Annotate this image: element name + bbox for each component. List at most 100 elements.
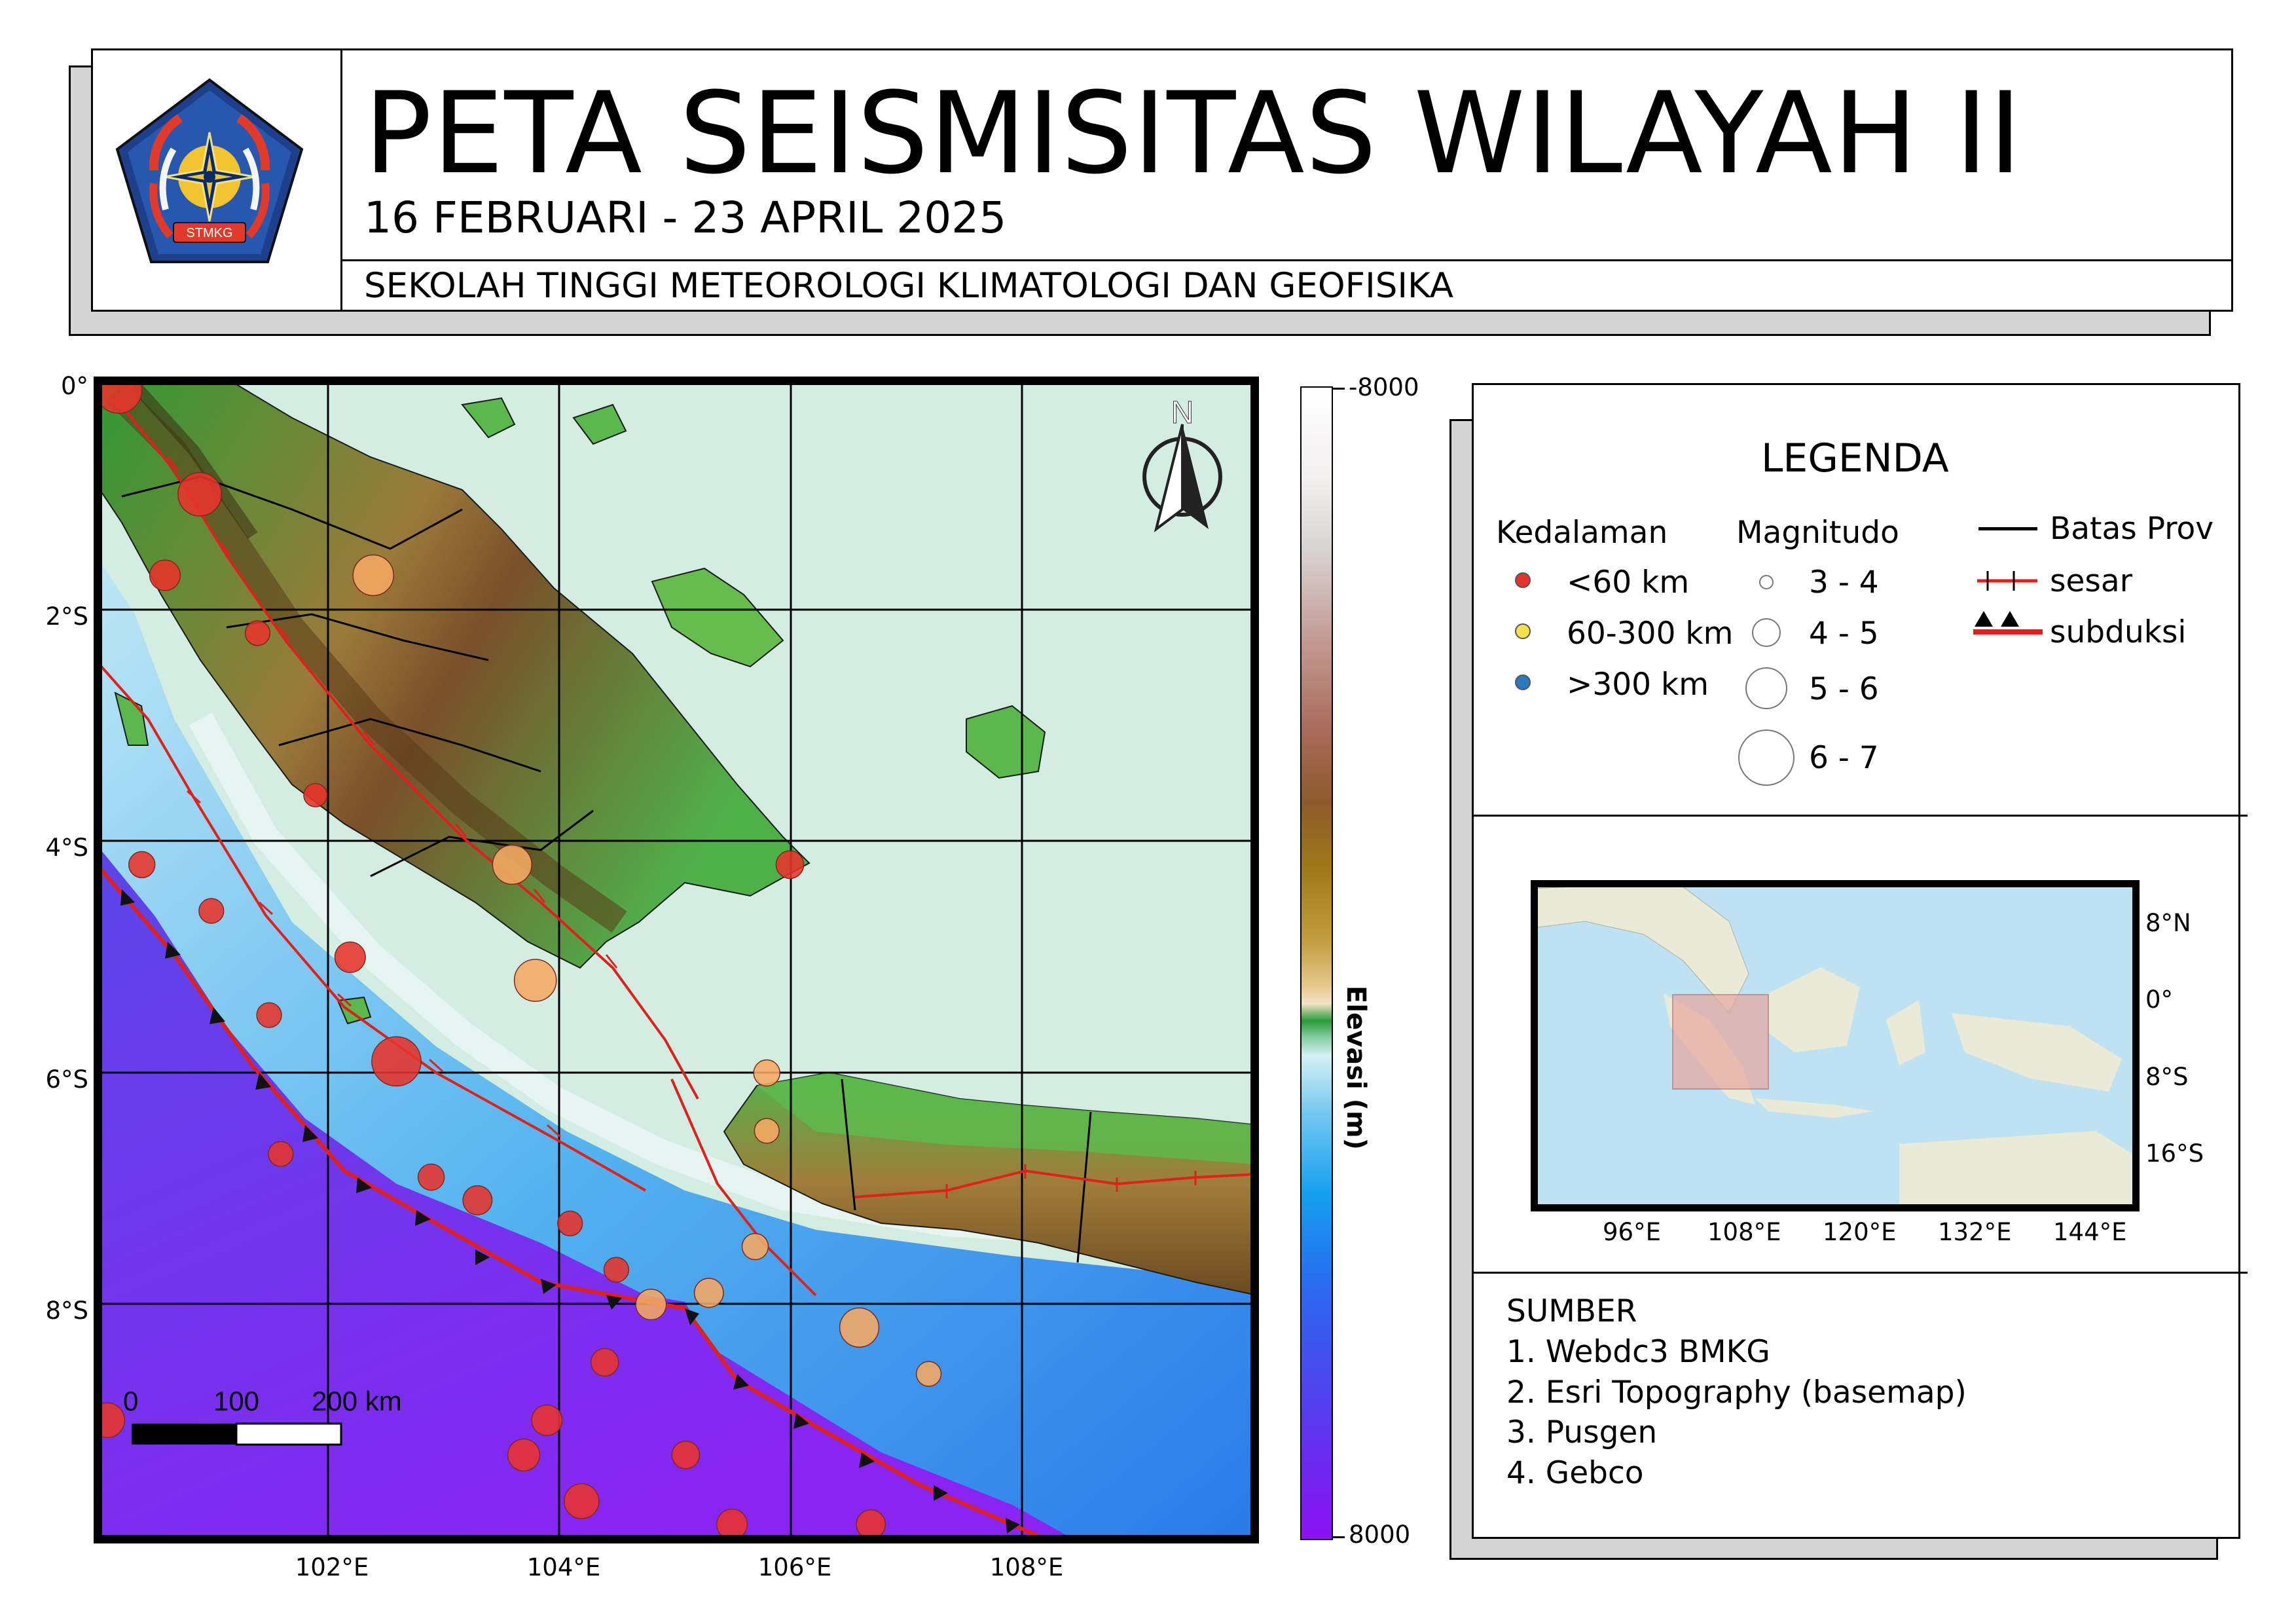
graticule — [96, 378, 1257, 1541]
source-item-1: 1. Webdc3 BMKG — [1506, 1334, 1770, 1370]
earthquake-marker — [256, 1002, 282, 1028]
bangka-island — [651, 567, 784, 668]
inset-lat-8s: 8°S — [2145, 1063, 2189, 1091]
lat-label-0: 0° — [60, 372, 88, 400]
earthquake-marker — [775, 850, 805, 879]
scale-label-100: 100 — [213, 1386, 259, 1416]
province-boundaries — [121, 475, 1092, 1263]
earthquake-marker — [915, 1361, 942, 1387]
fault-ticks — [166, 456, 1197, 1198]
belitung-island — [966, 705, 1046, 779]
earthquake-marker — [635, 1288, 667, 1321]
deep-ocean — [96, 843, 1078, 1541]
earthquake-marker — [352, 554, 394, 597]
colorbar-bottom-label: 8000 — [1349, 1521, 1411, 1549]
earthquake-marker — [531, 1404, 563, 1436]
earthquake-marker — [462, 1185, 493, 1215]
lon-label-106e: 106°E — [757, 1553, 832, 1581]
earthquake-marker — [671, 1440, 701, 1469]
earthquake-marker — [839, 1307, 880, 1348]
earthquake-marker — [563, 1483, 600, 1519]
earthquake-marker — [417, 1163, 445, 1191]
earthquake-marker — [96, 378, 143, 414]
subduction-trench — [96, 862, 1053, 1541]
earthquake-marker — [753, 1059, 780, 1087]
sources-title: SUMBER — [1506, 1293, 1637, 1329]
magnitude-4-5-circle — [1752, 618, 1781, 647]
colorbar-top-tick — [1333, 388, 1345, 390]
stmkg-logo: STMKG — [115, 78, 304, 263]
lon-label-104e: 104°E — [526, 1553, 601, 1581]
magnitude-6-7-label: 6 - 7 — [1809, 740, 1879, 776]
source-item-2: 2. Esri Topography (basemap) — [1506, 1375, 1967, 1411]
depth-shallow-dot — [1515, 572, 1531, 588]
legend-divider-2 — [1474, 1272, 2248, 1274]
header-divider-horizontal — [340, 259, 2231, 261]
lat-label-4s: 4°S — [45, 834, 88, 862]
batas-prov-line — [1978, 527, 2037, 530]
inset-map — [1531, 880, 2140, 1211]
colorbar-title: Elevasi (m) — [1341, 986, 1371, 1150]
earthquake-marker — [557, 1210, 583, 1236]
inset-lon-96e: 96°E — [1603, 1218, 1661, 1246]
header-box — [91, 48, 2233, 312]
header-divider-vertical — [340, 50, 342, 310]
earthquake-marker — [303, 783, 328, 807]
inset-lat-0: 0° — [2145, 986, 2174, 1014]
earthquake-marker — [128, 851, 156, 879]
depth-intermediate-label: 60-300 km — [1567, 616, 1734, 652]
sumatra-island — [96, 378, 811, 969]
earthquake-marker — [754, 1118, 780, 1144]
depth-intermediate-dot — [1515, 623, 1531, 639]
earthquake-marker — [856, 1509, 886, 1540]
subduksi-label: subduksi — [2050, 614, 2187, 650]
colorbar-top-label: -8000 — [1349, 373, 1419, 401]
enggano-island — [337, 996, 372, 1025]
earthquake-marker — [741, 1232, 769, 1261]
inset-lat-8n: 8°N — [2145, 909, 2191, 937]
earthquake-marker — [603, 1257, 630, 1283]
earthquake-marker — [96, 1402, 126, 1439]
earthquake-marker — [244, 620, 271, 646]
earthquake-marker — [371, 1036, 422, 1087]
magnitude-4-5-label: 4 - 5 — [1809, 616, 1879, 652]
inset-lon-144e: 144°E — [2053, 1218, 2127, 1246]
inset-lat-16s: 16°S — [2145, 1139, 2204, 1168]
legend-divider-1 — [1474, 815, 2248, 817]
earthquake-marker — [693, 1278, 724, 1308]
barisan-range — [105, 382, 627, 933]
magnitude-5-6-label: 5 - 6 — [1809, 671, 1879, 707]
depth-shallow-label: <60 km — [1567, 564, 1690, 600]
scale-label-200: 200 km — [312, 1386, 402, 1416]
lon-label-102e: 102°E — [295, 1553, 369, 1581]
earthquake-marker — [198, 898, 225, 924]
inset-lon-120e: 120°E — [1823, 1218, 1897, 1246]
map-neatline — [96, 378, 1257, 1541]
sesar-label: sesar — [2050, 563, 2133, 599]
lon-label-108e: 108°E — [989, 1553, 1064, 1581]
subduction-teeth — [120, 889, 1020, 1534]
colorbar-bottom-tick — [1333, 1536, 1345, 1538]
magnitude-5-6-circle — [1745, 667, 1787, 709]
elevation-colorbar — [1300, 386, 1333, 1540]
earthquake-marker — [177, 471, 223, 517]
inset-lon-132e: 132°E — [1938, 1218, 2012, 1246]
scale-bar: 0 100 200 km — [123, 1386, 402, 1446]
earthquake-marker — [590, 1348, 619, 1377]
subduksi-symbol — [1973, 611, 2043, 635]
lat-label-6s: 6°S — [45, 1065, 88, 1094]
inset-lon-108e: 108°E — [1707, 1218, 1781, 1246]
logo-text: STMKG — [186, 226, 232, 240]
map-canvas: N 0 100 200 km — [96, 378, 1257, 1541]
earthquake-marker — [334, 941, 366, 973]
magnitude-3-4-label: 3 - 4 — [1809, 564, 1879, 600]
north-arrow: N — [1142, 396, 1222, 532]
earthquake-marker — [492, 844, 532, 885]
magnitude-3-4-circle — [1759, 575, 1774, 589]
depth-title: Kedalaman — [1496, 515, 1668, 551]
institution-name: SEKOLAH TINGGI METEOROLOGI KLIMATOLOGI D… — [364, 266, 1454, 306]
earthquake-events — [96, 378, 942, 1540]
page-title: PETA SEISMISITAS WILAYAH II — [364, 67, 2023, 199]
north-label: N — [1171, 396, 1194, 430]
earthquake-marker — [149, 559, 181, 591]
